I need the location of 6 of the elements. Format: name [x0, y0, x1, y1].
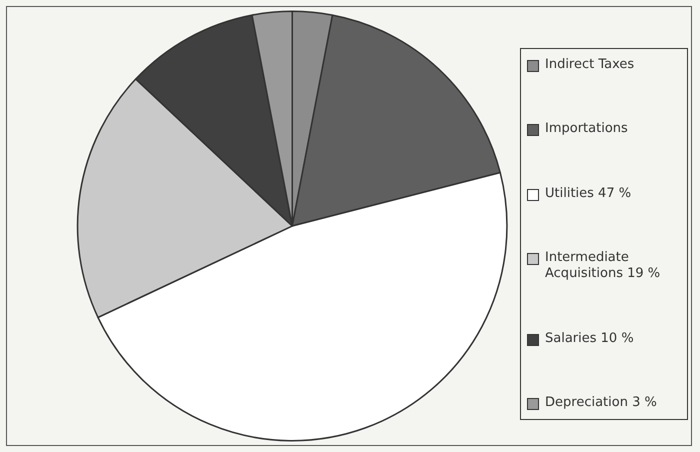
legend-label: Indirect Taxes [545, 57, 634, 73]
legend-label: Intermediate Acquisitions 19 % [545, 250, 662, 282]
legend-label: Importations [545, 121, 628, 138]
legend-label: Utilities 47 % [545, 186, 632, 202]
legend-label: Depreciation 3 % [545, 394, 657, 411]
legend-label: Salaries 10 % [545, 330, 634, 347]
